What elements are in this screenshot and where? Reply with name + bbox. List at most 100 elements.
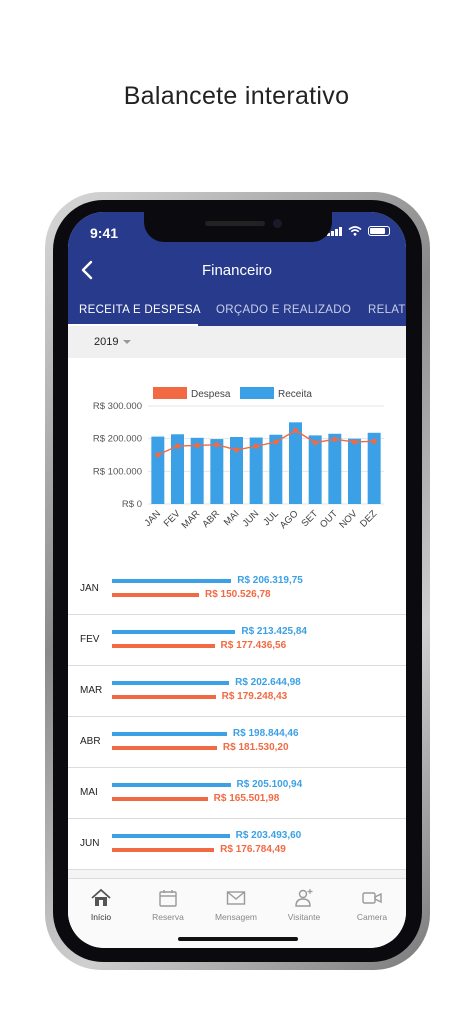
month-label: MAR: [80, 685, 103, 696]
nav-reserva[interactable]: Reserva: [138, 887, 198, 922]
month-label: MAI: [80, 787, 98, 798]
despesa-value: R$ 177.436,56: [220, 640, 287, 651]
despesa-bar: [112, 593, 199, 597]
despesa-point: [371, 438, 377, 444]
receita-bar: [210, 439, 224, 504]
tab-receita-despesa[interactable]: RECEITA E DESPESA: [79, 304, 201, 316]
phone-notch: [144, 212, 332, 242]
signal-icon: [327, 226, 342, 236]
receita-bar: [112, 834, 230, 838]
month-label: ABR: [80, 736, 101, 747]
receita-bar: [367, 432, 381, 504]
x-tick-label: ABR: [200, 508, 222, 530]
chart-card: Despesa Receita R$ 0 R$ 100.000 R$ 200.000 R$…: [68, 358, 406, 565]
month-label: JUN: [80, 838, 100, 849]
y-tick-label: R$ 300.000: [93, 401, 142, 412]
despesa-bar: [112, 848, 215, 852]
y-tick-label: R$ 200.000: [93, 434, 142, 445]
nav-camera[interactable]: Camera: [342, 887, 402, 922]
y-tick-label: R$ 0: [122, 499, 142, 510]
despesa-bar: [112, 746, 217, 750]
despesa-bar: [112, 797, 208, 801]
receita-bar: [112, 630, 236, 634]
despesa-line: [157, 429, 375, 456]
despesa-value: R$ 165.501,98: [213, 793, 280, 804]
receita-bar: [269, 434, 283, 504]
nav-mensagem[interactable]: Mensagem: [206, 887, 266, 922]
x-tick-label: JAN: [142, 508, 163, 529]
year-bar: 2019: [68, 326, 406, 358]
x-tick-label: JUN: [240, 508, 261, 529]
despesa-point: [233, 447, 240, 453]
home-indicator: [178, 937, 298, 941]
receita-bar: [151, 436, 165, 504]
receita-bar: [249, 437, 263, 504]
y-tick-label: R$ 100.000: [93, 466, 142, 477]
speaker: [205, 221, 265, 226]
despesa-value: R$ 176.784,49: [220, 844, 286, 855]
year-value: 2019: [94, 336, 119, 348]
despesa-value: R$ 181.530,20: [222, 742, 289, 753]
year-dropdown[interactable]: 2019: [94, 336, 132, 348]
caret-down-icon: [123, 340, 132, 345]
mail-icon: [226, 891, 246, 905]
receita-bar: [190, 437, 204, 504]
status-icons: [327, 226, 390, 236]
tab-orcado-realizado[interactable]: ORÇADO E REALIZADO: [216, 304, 352, 316]
receita-value: R$ 198.844,46: [232, 728, 299, 739]
despesa-value: R$ 179.248,43: [221, 691, 288, 702]
calendar-icon: [159, 890, 177, 907]
back-arrow-icon[interactable]: [76, 258, 100, 282]
despesa-point: [214, 442, 220, 448]
nav-inicio[interactable]: Início: [71, 887, 131, 922]
receita-value: R$ 213.425,84: [241, 626, 307, 637]
bottom-nav: Início Reserva Mensagem: [68, 878, 406, 948]
despesa-point: [253, 443, 259, 449]
despesa-value: R$ 150.526,78: [205, 589, 271, 600]
receita-bar: [289, 422, 302, 504]
month-row: MAI R$ 205.100,94 R$ 165.501,98: [68, 768, 406, 819]
legend-swatch-despesa: [153, 387, 187, 399]
camera-icon: [362, 892, 382, 904]
tab-bar: RECEITA E DESPESA ORÇADO E REALIZADO REL…: [68, 296, 406, 326]
receita-bar: [171, 434, 184, 504]
x-tick-label: AGO: [278, 508, 301, 531]
x-tick-label: MAI: [222, 508, 242, 528]
x-tick-label: JUL: [261, 508, 281, 528]
home-icon: [91, 888, 111, 906]
despesa-bar: [112, 695, 216, 699]
despesa-bar: [112, 644, 215, 648]
active-tab-indicator: [68, 324, 198, 326]
receita-value: R$ 206.319,75: [237, 575, 303, 586]
receita-bar: [348, 438, 361, 504]
receita-value: R$ 202.644,98: [235, 677, 301, 688]
wifi-icon: [348, 226, 362, 236]
receita-bar: [112, 681, 230, 685]
despesa-point: [155, 452, 161, 458]
month-row: MAR R$ 202.644,98 R$ 179.248,43: [68, 666, 406, 717]
receita-value: R$ 203.493,60: [235, 830, 302, 841]
tab-relatorio[interactable]: RELATÓ: [368, 304, 406, 316]
receita-despesa-chart: Despesa Receita R$ 0 R$ 100.000 R$ 200.000 R$…: [93, 387, 384, 531]
x-tick-label: SET: [299, 508, 320, 529]
receita-bar: [112, 783, 231, 787]
nav-label: Início: [90, 912, 112, 922]
nav-visitante[interactable]: Visitante: [274, 887, 334, 922]
despesa-point: [312, 439, 318, 446]
x-tick-label: FEV: [162, 508, 183, 529]
receita-value: R$ 205.100,94: [236, 779, 303, 790]
front-camera: [273, 219, 282, 228]
legend-label-receita: Receita: [278, 389, 312, 400]
receita-bar: [328, 433, 342, 504]
status-time: 9:41: [90, 225, 119, 241]
month-label: JAN: [80, 583, 99, 594]
month-label: FEV: [80, 634, 100, 645]
receita-bar: [112, 732, 227, 736]
nav-label: Camera: [356, 912, 388, 922]
month-row: ABR R$ 198.844,46 R$ 181.530,20: [68, 717, 406, 768]
receita-bar: [112, 579, 232, 583]
despesa-point: [351, 439, 358, 445]
x-tick-label: MAR: [180, 508, 203, 531]
x-tick-label: OUT: [318, 508, 340, 530]
nav-label: Mensagem: [214, 912, 258, 922]
